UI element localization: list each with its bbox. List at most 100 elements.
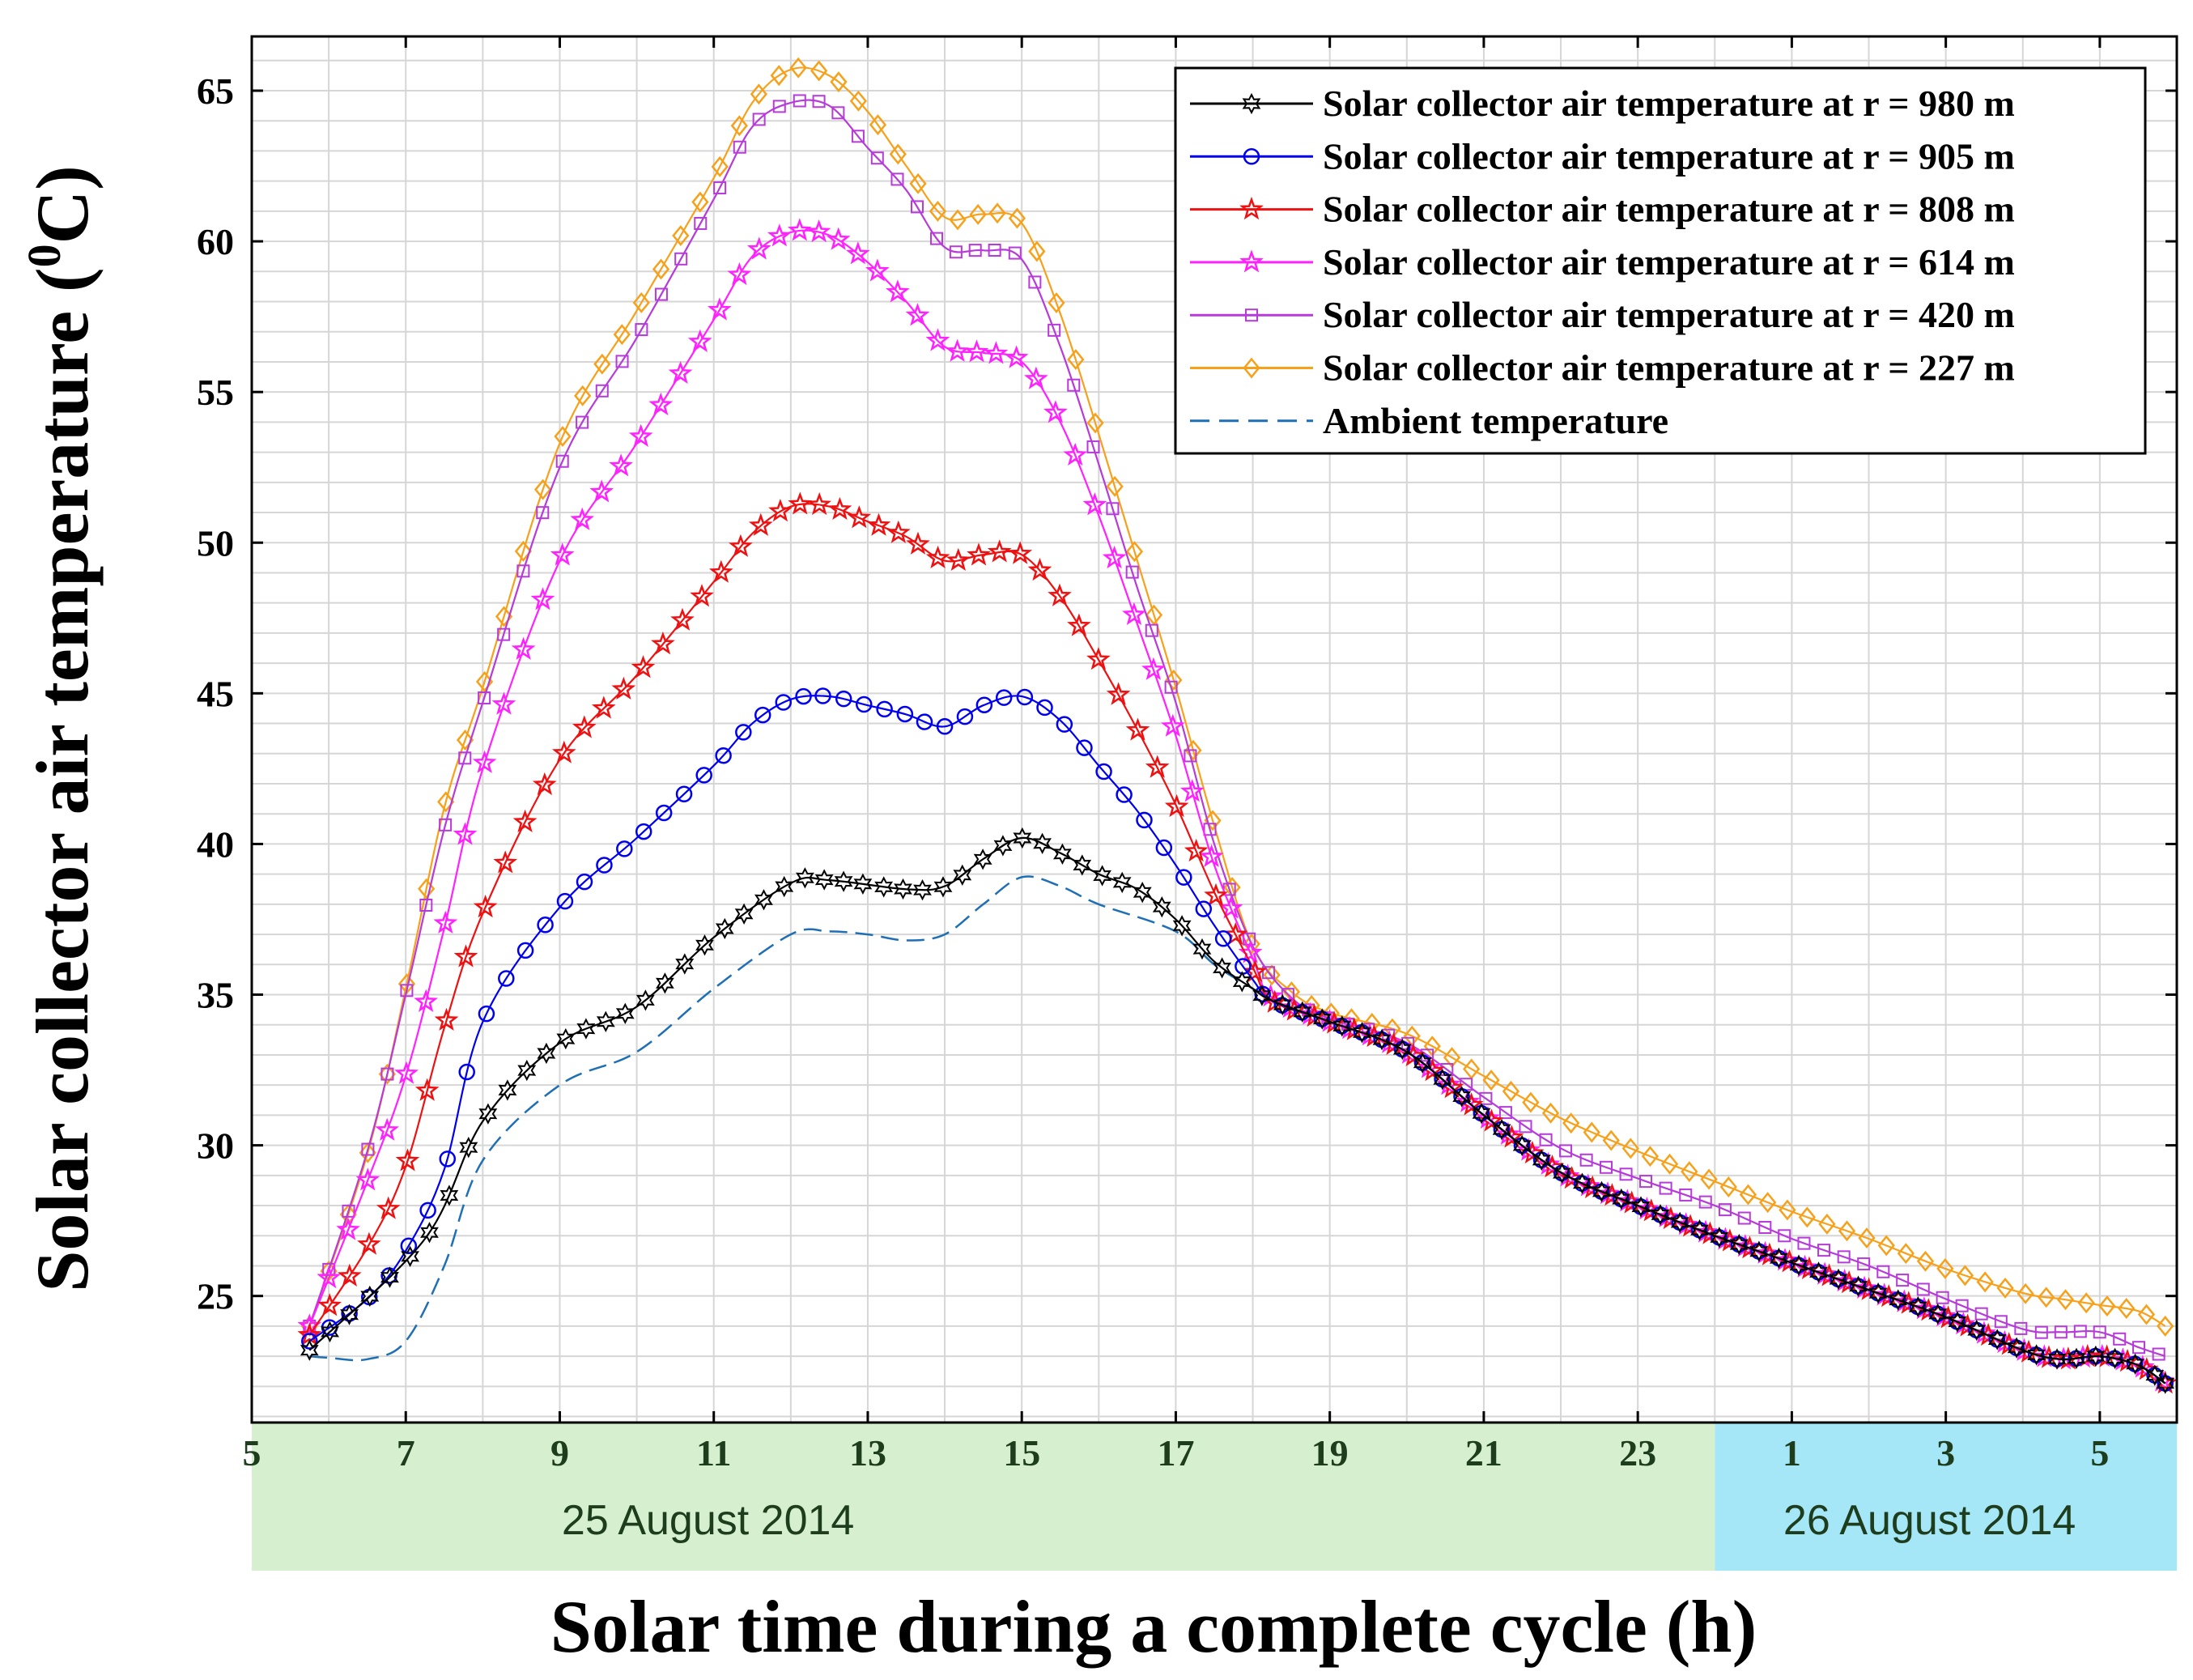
series-marker-1 [576, 1018, 596, 1040]
series-marker-3 [473, 894, 498, 918]
series-marker-1 [2156, 1372, 2175, 1394]
series-marker-2 [556, 892, 574, 910]
series-marker-6 [2038, 1287, 2055, 1308]
y-tick-label: 60 [197, 221, 234, 262]
legend-entry-2: Solar collector air temperature at r = 9… [1323, 135, 2015, 177]
legend-entry-7: Ambient temperature [1323, 400, 1668, 441]
series-marker-1 [1670, 1211, 1689, 1234]
series-marker-5 [1579, 1153, 1593, 1167]
series-marker-6 [1125, 541, 1144, 563]
series-marker-4 [550, 542, 575, 566]
series-marker-6 [1048, 292, 1065, 314]
series-marker-5 [2054, 1325, 2068, 1339]
series-marker-1 [1532, 1149, 1551, 1171]
series-marker-4 [1004, 345, 1029, 368]
series-marker-4 [984, 341, 1009, 364]
series-marker-3 [1106, 682, 1131, 705]
series-marker-6 [2137, 1304, 2156, 1325]
series-marker-1 [2126, 1353, 2144, 1375]
series-marker-4 [394, 1061, 419, 1084]
y-tick-label: 50 [197, 522, 234, 564]
x-tick-label: 21 [1465, 1432, 1502, 1474]
series-marker-3 [906, 531, 930, 555]
series-marker-2 [1016, 688, 1034, 706]
series-marker-4 [1122, 602, 1146, 626]
series-marker-4 [1043, 400, 1068, 423]
series-marker-3 [414, 1078, 440, 1101]
series-marker-6 [849, 90, 868, 112]
series-marker-5 [910, 200, 924, 214]
series-marker-1 [1093, 865, 1111, 887]
series-marker-3 [946, 547, 971, 572]
series-marker-6 [730, 115, 748, 137]
series-marker-6 [830, 71, 848, 93]
series-marker-6 [2056, 1289, 2075, 1311]
series-marker-2 [956, 708, 974, 725]
series-marker-1 [1908, 1295, 1927, 1318]
series-marker-1 [1612, 1188, 1631, 1210]
y-axis-title-main: Solar collector air temperature ( [21, 267, 104, 1291]
legend-marker-3 [1239, 196, 1264, 220]
series-marker-5 [713, 181, 727, 195]
series-marker-2 [936, 718, 954, 735]
series-marker-2 [1195, 900, 1213, 917]
series-marker-5 [1559, 1144, 1573, 1158]
series-marker-1 [1332, 1015, 1352, 1037]
series-marker-5 [1479, 1091, 1493, 1105]
series-marker-5 [1916, 1282, 1930, 1296]
series-marker-1 [1572, 1172, 1592, 1194]
series-marker-1 [596, 1010, 615, 1032]
series-marker-3 [1008, 541, 1033, 564]
series-marker-5 [1797, 1236, 1811, 1250]
series-marker-1 [1112, 871, 1132, 894]
series-marker-5 [1737, 1211, 1751, 1225]
series-marker-2 [916, 713, 933, 730]
series-marker-6 [1263, 964, 1281, 986]
series-marker-4 [628, 423, 653, 448]
series-marker-3 [827, 496, 852, 521]
series-marker-1 [734, 903, 754, 925]
series-marker-1 [2007, 1337, 2026, 1359]
series-marker-1 [2145, 1364, 2165, 1386]
series-marker-1 [656, 972, 674, 994]
series-marker-2 [616, 840, 633, 857]
series-marker-4 [570, 507, 595, 530]
series-marker-1 [796, 867, 814, 889]
series-marker-5 [968, 244, 982, 257]
series-marker-1 [1829, 1268, 1848, 1291]
series-marker-3 [708, 559, 733, 583]
series-marker-6 [789, 57, 807, 79]
series-marker-6 [1086, 412, 1104, 434]
series-marker-1 [1789, 1254, 1808, 1276]
series-marker-6 [2118, 1298, 2136, 1319]
series-marker-1 [635, 989, 655, 1011]
series-marker-5 [1698, 1195, 1712, 1209]
series-marker-6 [1976, 1271, 1994, 1293]
series-marker-1 [1433, 1068, 1452, 1091]
series-marker-2 [537, 917, 554, 934]
series-marker-4 [1218, 895, 1243, 919]
series-marker-1 [1192, 938, 1212, 960]
legend: Solar collector air temperature at r = 9… [1174, 66, 2147, 455]
series-marker-4 [1063, 442, 1088, 466]
legend-entry-5: Solar collector air temperature at r = 4… [1323, 294, 2015, 335]
series-marker-4 [687, 329, 712, 352]
series-marker-6 [1243, 933, 1260, 955]
series-3 [297, 491, 2178, 1394]
series-marker-6 [1621, 1138, 1639, 1159]
series-line-1 [308, 836, 2166, 1384]
series-marker-5 [576, 415, 589, 429]
series-marker-6 [1482, 1070, 1500, 1091]
series-marker-6 [770, 65, 788, 87]
series-marker-6 [1700, 1168, 1718, 1190]
series-marker-3 [1086, 647, 1111, 670]
series-marker-6 [613, 324, 631, 346]
series-marker-2 [1214, 929, 1232, 947]
series-marker-3 [631, 655, 656, 678]
series-marker-1 [2047, 1348, 2067, 1370]
series-marker-1 [615, 1002, 635, 1024]
series-marker-1 [360, 1285, 380, 1308]
series-marker-3 [395, 1148, 420, 1172]
